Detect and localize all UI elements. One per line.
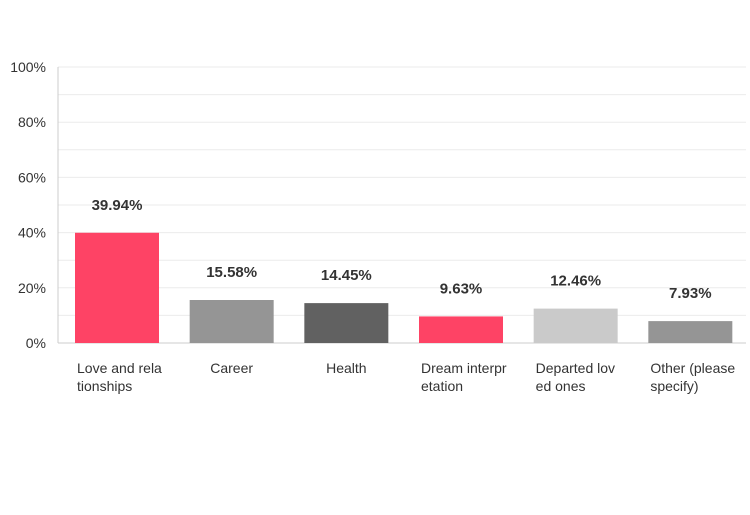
- data-label: 15.58%: [206, 264, 257, 281]
- y-tick-label: 40%: [18, 225, 46, 241]
- category-label: Dream interpretation: [421, 360, 507, 394]
- bar: [304, 303, 389, 343]
- category-label: Other (please specify): [650, 360, 736, 394]
- category-label: Career: [210, 360, 254, 376]
- bars: [75, 232, 733, 343]
- category-label: Health: [326, 360, 367, 376]
- data-label: 14.45%: [321, 267, 372, 284]
- bar: [533, 308, 618, 343]
- data-label: 39.94%: [92, 197, 143, 214]
- data-labels: 39.94% 15.58% 14.45% 9.63% 12.46% 7.93%: [92, 197, 712, 302]
- category-label: Departed loved ones: [535, 360, 616, 394]
- bar: [75, 232, 159, 343]
- category-label: Love and relationships: [77, 360, 162, 394]
- bar: [419, 316, 503, 343]
- data-label: 7.93%: [669, 285, 712, 302]
- y-tick-label: 100%: [10, 59, 46, 75]
- bar: [189, 299, 274, 343]
- y-tick-label: 80%: [18, 114, 46, 130]
- y-axis-ticks: 0% 20% 40% 60% 80% 100%: [10, 59, 46, 351]
- y-tick-label: 0%: [26, 335, 46, 351]
- data-label: 12.46%: [550, 273, 601, 290]
- y-tick-label: 20%: [18, 280, 46, 296]
- bar: [648, 321, 733, 343]
- y-tick-label: 60%: [18, 169, 46, 185]
- grid-lines: [58, 66, 746, 316]
- data-label: 9.63%: [440, 280, 483, 297]
